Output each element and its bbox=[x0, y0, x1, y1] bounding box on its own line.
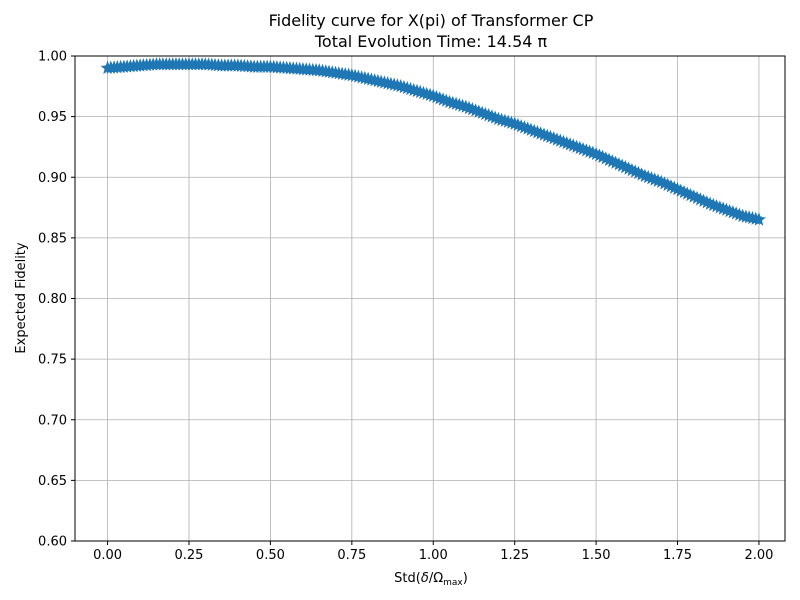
data-point-marker bbox=[751, 212, 766, 226]
y-tick-label: 0.70 bbox=[38, 413, 67, 428]
x-tick-label: 1.00 bbox=[419, 548, 448, 563]
y-tick-label: 0.90 bbox=[38, 171, 67, 186]
x-tick-label: 0.25 bbox=[175, 548, 204, 563]
x-tick-label: 1.50 bbox=[582, 548, 611, 563]
x-tick-label: 1.25 bbox=[500, 548, 529, 563]
chart-subtitle: Total Evolution Time: 14.54 π bbox=[314, 32, 548, 51]
x-axis-label-slash: / bbox=[429, 571, 434, 586]
x-axis-label: Std(δ/Ωmax) bbox=[394, 571, 468, 588]
chart-title: Fidelity curve for X(pi) of Transformer … bbox=[269, 11, 594, 30]
x-tick-label: 0.00 bbox=[93, 548, 122, 563]
y-tick-label: 0.80 bbox=[38, 292, 67, 307]
x-tick-label: 1.75 bbox=[663, 548, 692, 563]
x-tick-label: 2.00 bbox=[744, 548, 773, 563]
y-axis-label: Expected Fidelity bbox=[14, 242, 29, 353]
y-tick-label: 0.95 bbox=[38, 110, 67, 125]
x-axis-label-subscript: max bbox=[443, 578, 463, 588]
x-axis-ticks: 0.00 0.25 0.50 0.75 1.00 1.25 1.50 1.75 2.00 bbox=[93, 541, 773, 563]
y-tick-label: 0.65 bbox=[38, 474, 67, 489]
x-axis-label-suffix: ) bbox=[463, 571, 468, 586]
x-tick-label: 0.75 bbox=[337, 548, 366, 563]
x-tick-label: 0.50 bbox=[256, 548, 285, 563]
y-tick-label: 0.85 bbox=[38, 231, 67, 246]
x-axis-label-delta: δ bbox=[421, 571, 429, 586]
y-tick-label: 0.75 bbox=[38, 353, 67, 368]
data-points bbox=[100, 57, 766, 226]
y-tick-label: 0.60 bbox=[38, 535, 67, 550]
x-axis-label-omega: Ω bbox=[433, 571, 443, 586]
y-tick-label: 1.00 bbox=[38, 50, 67, 65]
y-axis-ticks: 0.60 0.65 0.70 0.75 0.80 0.85 0.90 0.95 1.00 bbox=[38, 50, 75, 550]
x-axis-label-prefix: Std( bbox=[394, 571, 421, 586]
